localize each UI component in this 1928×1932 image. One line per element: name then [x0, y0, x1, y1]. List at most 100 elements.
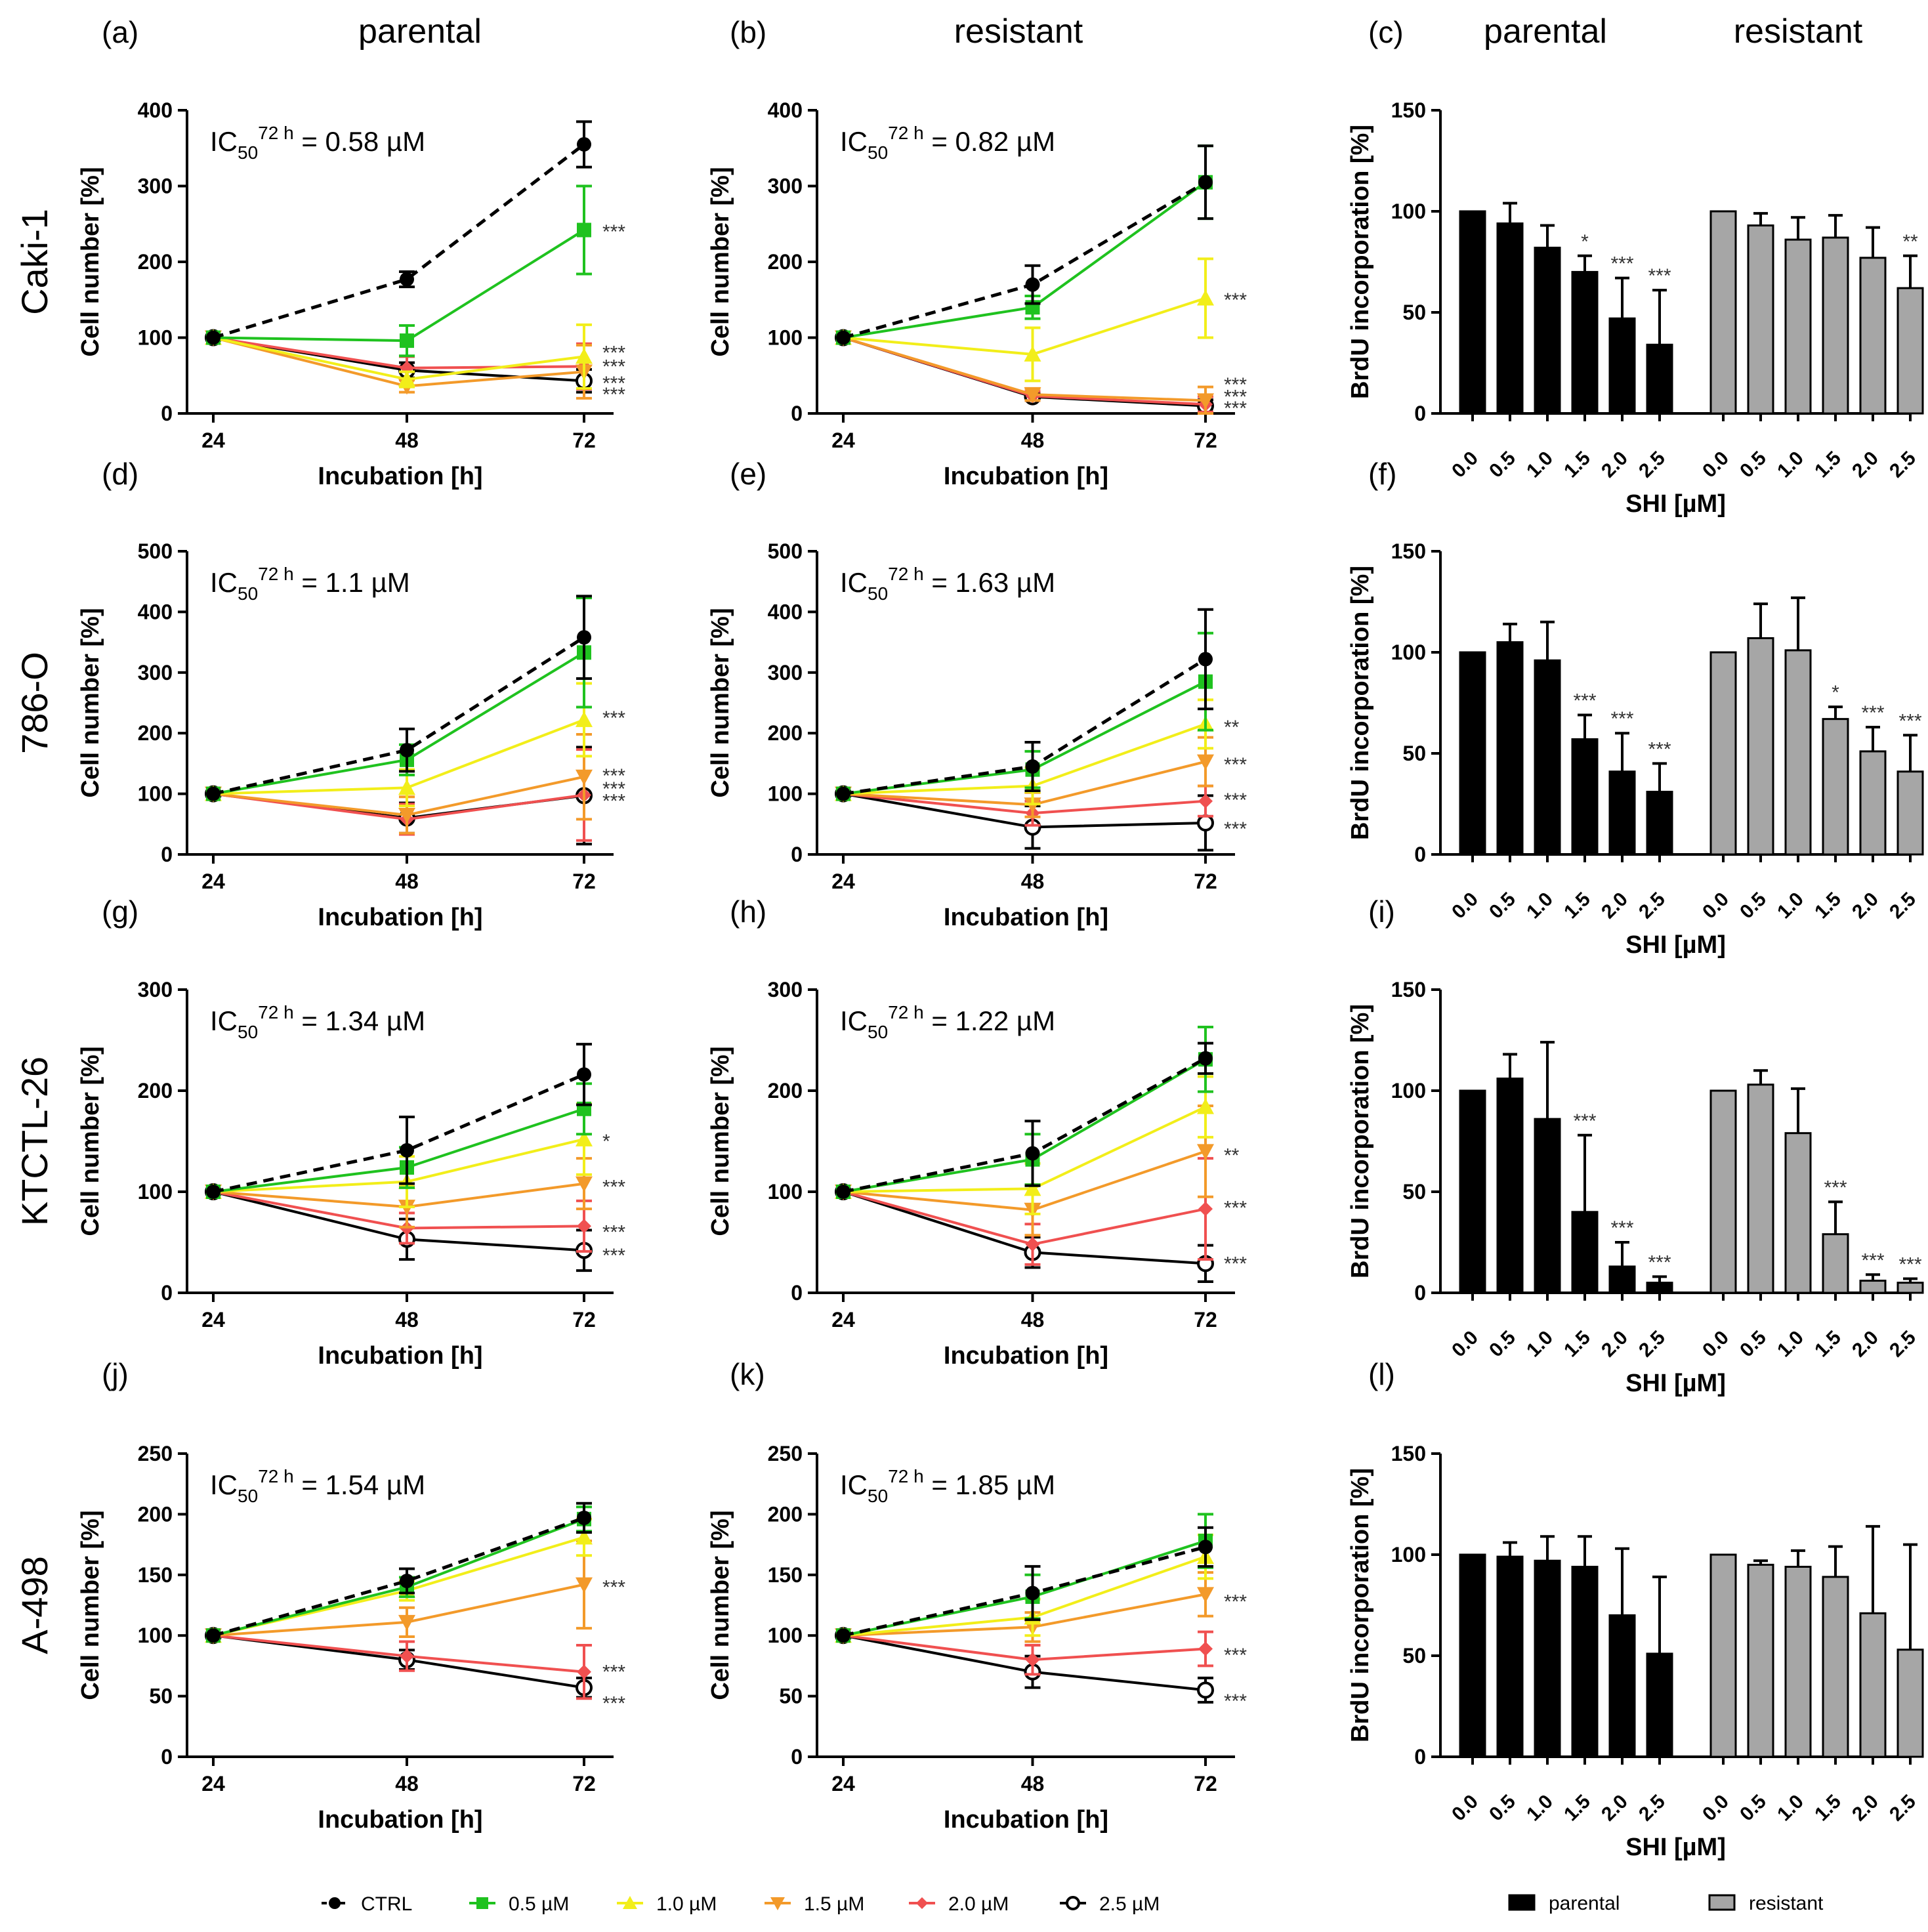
significance-mark: *** [602, 1222, 625, 1244]
series-10M [835, 1075, 1214, 1215]
x-tick-label: 0.5 [1736, 448, 1771, 482]
significance-mark: *** [1824, 1177, 1847, 1198]
bar [1897, 1282, 1924, 1294]
x-axis-label: SHI [µM] [1625, 1370, 1726, 1397]
y-tick-label: 50 [1402, 742, 1426, 765]
y-axis-label: Cell number [%] [707, 167, 734, 356]
series-CTRL [836, 144, 1213, 345]
series-line [843, 1058, 1207, 1193]
significance-mark: *** [602, 765, 625, 787]
bar [1784, 649, 1812, 856]
series-line [213, 1073, 585, 1194]
y-tick-label: 100 [768, 1180, 803, 1204]
y-tick-label: 150 [1391, 978, 1426, 1001]
panel-label: (b) [730, 15, 766, 49]
legend-label: parental [1549, 1893, 1620, 1914]
x-tick-label: 1.5 [1560, 448, 1595, 482]
bar [1459, 1089, 1486, 1294]
series-line [843, 336, 1206, 402]
x-tick-label: 1.5 [1560, 1791, 1595, 1826]
series-line [843, 1105, 1206, 1193]
y-tick-label: 0 [161, 1745, 173, 1769]
y-tick-label: 100 [138, 1180, 173, 1204]
y-tick-label: 250 [138, 1442, 173, 1465]
y-tick-label: 400 [768, 98, 803, 122]
series-line [213, 142, 585, 339]
circle-marker [206, 786, 220, 801]
bar [1859, 1280, 1887, 1294]
circle-marker [206, 1185, 220, 1199]
series-CTRL [206, 595, 592, 801]
line-chart-g: (g) 0 100 200 300 24 48 72 Incubation [h] Cell nu… [77, 894, 625, 1370]
panel-label: (c) [1368, 15, 1404, 49]
y-tick-label: 100 [1391, 640, 1426, 664]
y-tick-label: 50 [149, 1685, 173, 1708]
line-chart-a: (a) 0 100 200 300 400 24 48 72 Incubation [h] Cell… [77, 15, 625, 490]
significance-mark: * [602, 1131, 610, 1152]
significance-mark: ** [1224, 717, 1240, 738]
x-tick-label: 0.5 [1485, 889, 1520, 923]
y-tick-label: 300 [138, 978, 173, 1001]
triangle-up-marker [576, 348, 593, 364]
series-line [843, 1545, 1206, 1637]
bar [1534, 246, 1561, 415]
significance-mark: *** [602, 343, 625, 364]
series-CTRL [206, 1502, 592, 1643]
bar [1459, 651, 1486, 856]
diamond-marker [577, 1664, 591, 1679]
x-tick-label: 2.5 [1885, 889, 1920, 923]
series-25M [835, 1183, 1214, 1284]
panel-label: (j) [102, 1357, 129, 1391]
legend-label: 1.0 µM [656, 1893, 717, 1915]
triangle-up-marker [1024, 1180, 1041, 1196]
series-line [843, 1057, 1207, 1194]
x-tick-label: 72 [1194, 1308, 1217, 1332]
significance-mark: *** [1224, 374, 1247, 396]
triangle-up-marker [1197, 289, 1214, 306]
x-tick-label: 2.0 [1597, 1791, 1632, 1826]
bar [1747, 637, 1774, 856]
triangle-down-marker [398, 807, 415, 824]
triangle-up-marker [1024, 345, 1041, 362]
x-tick-label: 24 [831, 870, 855, 893]
x-tick-label: 2.5 [1635, 889, 1669, 923]
row-label: KTCTL-26 [14, 1057, 55, 1226]
y-tick-label: 200 [138, 721, 173, 745]
y-tick-label: 100 [1391, 200, 1426, 223]
y-tick-label: 150 [1391, 539, 1426, 563]
panel-label: (f) [1368, 457, 1396, 491]
circle-marker [1198, 1051, 1213, 1066]
bar [1897, 770, 1924, 856]
ic50-label: IC5072 h = 0.58 µM [210, 123, 425, 163]
bar [1822, 718, 1849, 856]
y-tick-label: 100 [138, 326, 173, 350]
y-axis-label: BrdU incorporation [%] [1347, 1468, 1374, 1742]
series-line [213, 792, 585, 821]
triangle-down-marker [398, 1614, 415, 1631]
row-label: 786-O [14, 652, 55, 754]
y-axis-label: Cell number [%] [77, 1046, 104, 1236]
circle-marker [1025, 277, 1040, 292]
triangle-down-marker [1197, 1587, 1214, 1603]
bar [1897, 1648, 1924, 1758]
series-line [213, 228, 585, 343]
y-tick-label: 100 [138, 1624, 173, 1647]
x-tick-label: 24 [201, 1772, 225, 1796]
significance-mark: *** [602, 1693, 625, 1715]
y-tick-label: 0 [161, 1281, 173, 1305]
open-circle-marker [1197, 814, 1214, 831]
significance-mark: *** [602, 1176, 625, 1198]
x-axis-label: Incubation [h] [944, 1342, 1108, 1370]
bar [1496, 641, 1524, 856]
y-tick-label: 500 [138, 539, 173, 563]
triangle-up-marker [623, 1896, 637, 1909]
bar [1859, 257, 1887, 415]
bar-series-parental: 0.0 0.5 1.0 * 1.5 *** 2.0 *** 2.5 [1448, 201, 1673, 482]
significance-mark: *** [1861, 1250, 1884, 1271]
bar [1496, 1078, 1524, 1294]
y-tick-label: 250 [768, 1442, 803, 1465]
significance-mark: *** [1224, 387, 1247, 408]
x-tick-label: 1.0 [1522, 448, 1557, 482]
bar [1571, 738, 1599, 856]
